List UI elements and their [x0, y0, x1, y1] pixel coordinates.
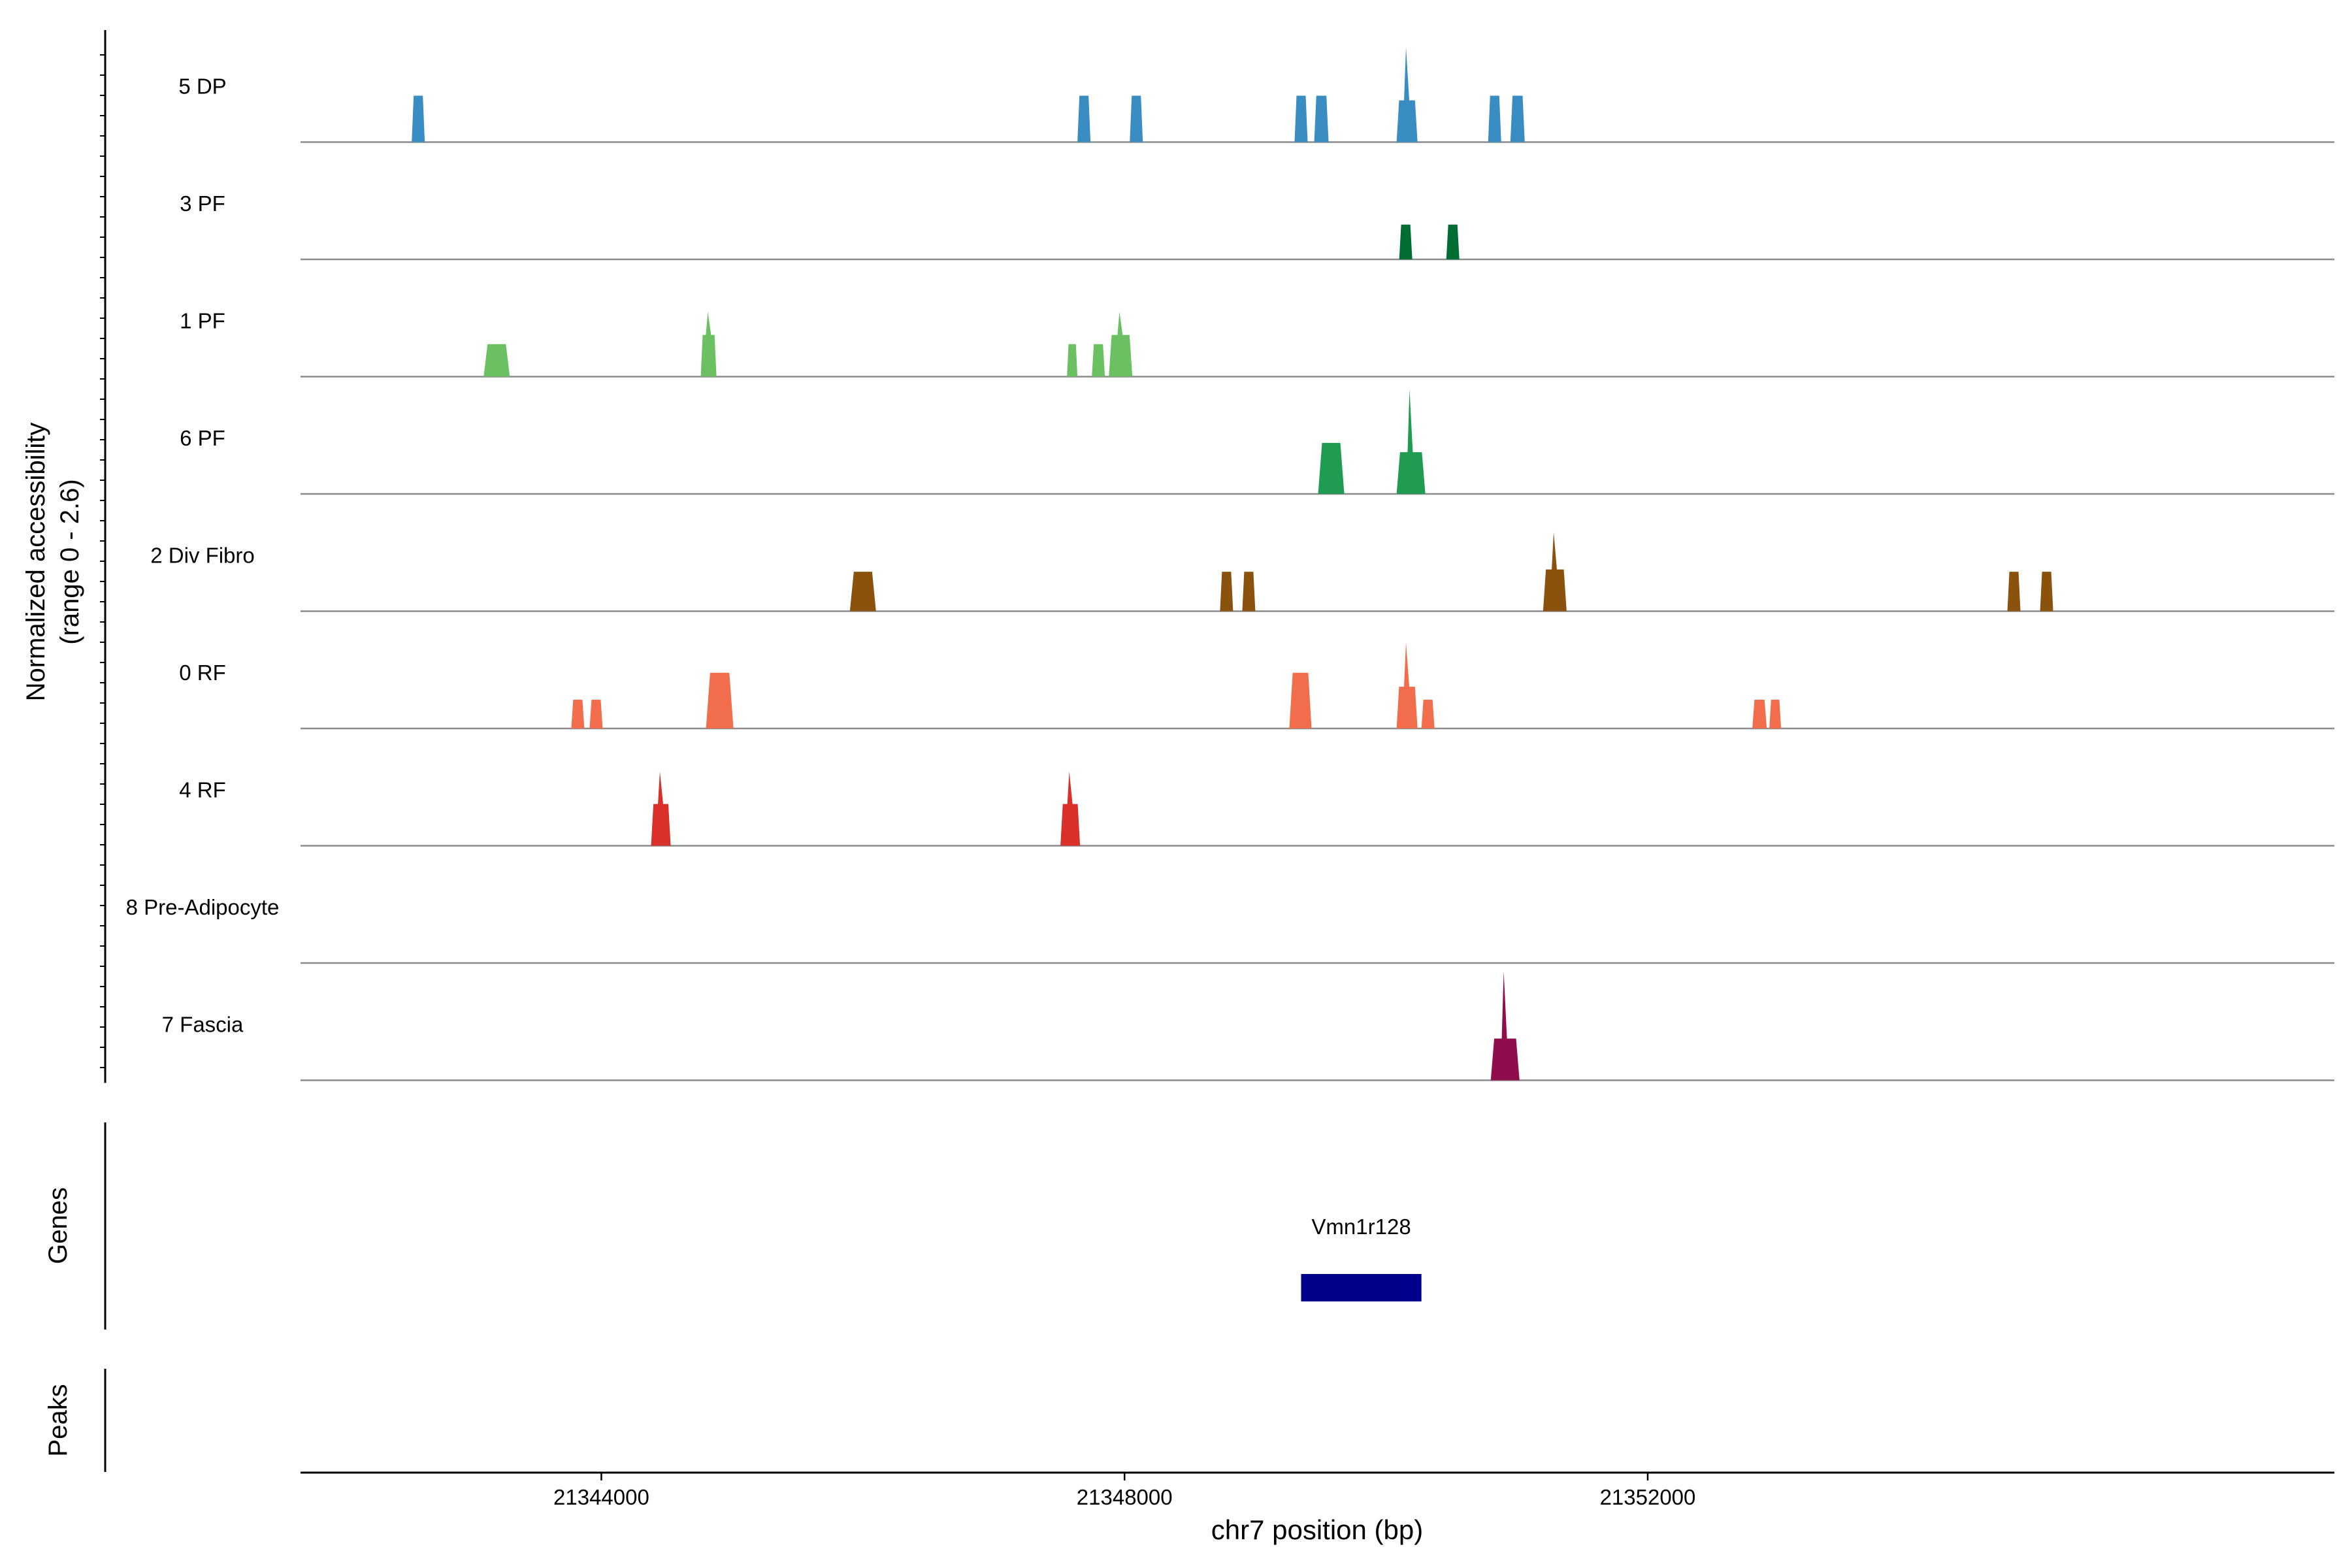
coverage-peak [1396, 46, 1418, 142]
x-axis-title: chr7 position (bp) [1211, 1514, 1424, 1545]
track-label: 1 PF [180, 309, 225, 333]
coverage-peak [1067, 344, 1078, 377]
coverage-peak [2040, 572, 2053, 612]
track-label: 8 Pre-Adipocyte [126, 895, 280, 919]
coverage-peak [1294, 95, 1308, 142]
track-2-div-fibro: 2 Div Fibro [150, 532, 2334, 612]
coverage-peak [483, 344, 510, 377]
coverage-peak [1490, 971, 1520, 1081]
coverage-peak [1396, 389, 1426, 494]
x-tick-label: 21352000 [1600, 1485, 1696, 1509]
track-6-pf: 6 PF [180, 389, 2334, 495]
track-0-rf: 0 RF [179, 642, 2334, 730]
coverage-tracks: 5 DP 3 PF 1 PF 6 PF 2 Div Fibro 0 RF 4 RF 8 Pre… [100, 30, 2334, 1083]
coverage-peak [651, 771, 671, 846]
track-4-rf: 4 RF [179, 771, 2334, 847]
coverage-peak [849, 572, 876, 612]
coverage-peak [1399, 224, 1413, 259]
track-5-dp: 5 DP [178, 46, 2334, 143]
coverage-peak [589, 699, 603, 728]
track-label: 2 Div Fibro [150, 544, 255, 568]
x-axis-ticks: 21344000 21348000 21352000 [553, 1473, 1695, 1509]
track-3-pf: 3 PF [180, 191, 2334, 261]
coverage-peak [1510, 95, 1525, 142]
coverage-peak [1220, 572, 1233, 612]
gene-annotations: Vmn1r128 [1301, 1215, 1422, 1301]
coverage-peak [2007, 572, 2021, 612]
coverage-peak [1396, 642, 1418, 728]
coverage-peak [1242, 572, 1256, 612]
track-label: 4 RF [179, 778, 226, 802]
coverage-peak [1769, 699, 1782, 728]
peaks-panel-label: Peaks [44, 1384, 73, 1456]
track-8-pre-adipocyte: 8 Pre-Adipocyte [126, 895, 2334, 964]
coverage-peak [1060, 771, 1081, 846]
coverage-peak [706, 672, 734, 728]
coverage-peak [1077, 95, 1091, 142]
coverage-peak [412, 95, 425, 142]
x-tick-label: 21344000 [553, 1485, 649, 1509]
gene-name-label: Vmn1r128 [1311, 1215, 1411, 1239]
track-label: 0 RF [179, 661, 226, 685]
coverage-peak [1289, 672, 1312, 728]
genes-panel-label: Genes [44, 1187, 73, 1264]
y-axis-subtitle: (range 0 - 2.6) [56, 479, 84, 644]
coverage-peak [1318, 442, 1345, 494]
x-tick-label: 21348000 [1077, 1485, 1173, 1509]
coverage-peak [1543, 532, 1567, 612]
track-label: 5 DP [178, 74, 226, 99]
coverage-peak [1092, 344, 1105, 377]
track-label: 3 PF [180, 191, 225, 216]
gene-body [1301, 1274, 1422, 1301]
track-7-fascia: 7 Fascia [162, 971, 2334, 1081]
coverage-peak [700, 312, 717, 377]
track-label: 6 PF [180, 426, 225, 450]
coverage-peak [1314, 95, 1329, 142]
coverage-peak [1109, 312, 1133, 377]
coverage-peak [1421, 699, 1435, 728]
track-label: 7 Fascia [162, 1013, 244, 1037]
coverage-peak [1752, 699, 1767, 728]
coverage-peak [1446, 224, 1460, 259]
coverage-peak [1488, 95, 1501, 142]
track-1-pf: 1 PF [180, 309, 2334, 378]
y-axis-title: Normalized accessibility [22, 423, 50, 702]
coverage-peak [1130, 95, 1143, 142]
coverage-peak [571, 699, 585, 728]
